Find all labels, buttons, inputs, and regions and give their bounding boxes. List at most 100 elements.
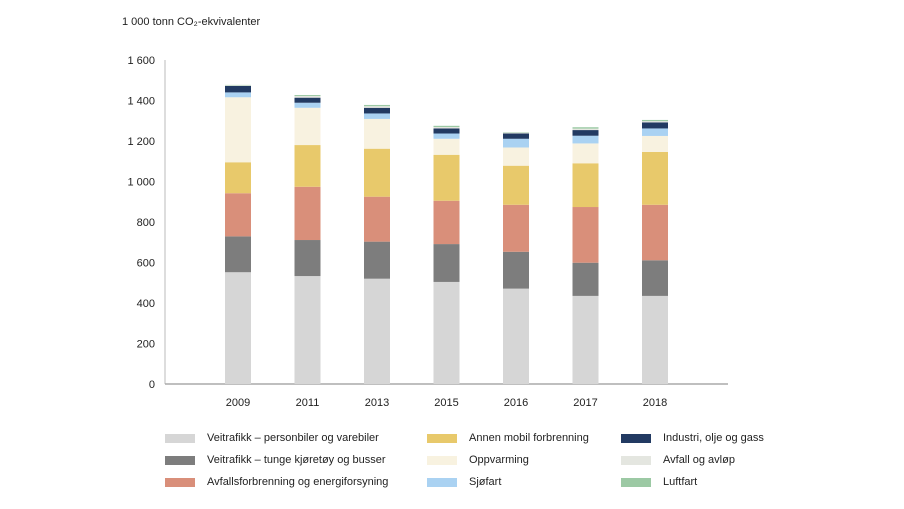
bar-segment bbox=[572, 127, 599, 129]
y-tick-label: 400 bbox=[137, 298, 155, 310]
legend-item: Oppvarming bbox=[427, 454, 529, 466]
bar-segment bbox=[642, 260, 668, 296]
legend-label: Luftfart bbox=[663, 476, 698, 488]
bar-segment bbox=[225, 85, 251, 93]
legend-item: Luftfart bbox=[621, 476, 697, 488]
x-tick-label: 2015 bbox=[434, 397, 458, 409]
legend-swatch bbox=[621, 455, 651, 465]
y-tick-label: 0 bbox=[149, 379, 155, 391]
x-tick-label: 2009 bbox=[226, 397, 250, 409]
bar-segment bbox=[294, 240, 321, 277]
bar-segment bbox=[572, 262, 599, 296]
bar-segment bbox=[642, 135, 668, 152]
legend-item: Annen mobil forbrenning bbox=[427, 432, 589, 444]
bar-segment bbox=[642, 128, 668, 136]
legend-item: Avfall og avløp bbox=[621, 454, 735, 466]
bar-segment bbox=[433, 127, 460, 129]
x-tick-label: 2017 bbox=[573, 397, 597, 409]
bar-segment bbox=[433, 133, 460, 139]
legend-label: Sjøfart bbox=[469, 476, 502, 488]
bar-segment bbox=[364, 118, 390, 149]
legend-item: Veitrafikk – tunge kjøretøy og busser bbox=[165, 454, 386, 466]
bar-segment bbox=[642, 119, 668, 122]
legend-swatch bbox=[427, 455, 457, 465]
bar-segment bbox=[642, 122, 668, 129]
bar-segment bbox=[433, 128, 460, 134]
legend-swatch bbox=[427, 477, 457, 487]
bar-segment bbox=[294, 102, 321, 108]
x-tick-label: 2016 bbox=[504, 397, 528, 409]
bar-segment bbox=[572, 128, 599, 131]
bar-segment bbox=[572, 207, 599, 263]
bar-segment bbox=[225, 236, 251, 273]
bar-segment bbox=[433, 138, 460, 155]
bar-segment bbox=[503, 165, 529, 205]
y-tick-label: 1 600 bbox=[127, 55, 155, 67]
legend-label: Annen mobil forbrenning bbox=[469, 432, 589, 444]
bar-segment bbox=[572, 295, 599, 384]
bar-segment bbox=[503, 132, 529, 134]
legend: Veitrafikk – personbiler og varebiler Vei… bbox=[165, 432, 805, 498]
legend-label: Avfall og avløp bbox=[663, 454, 735, 466]
bar-segment bbox=[294, 107, 321, 146]
bar-segment bbox=[294, 145, 321, 187]
bar-segment bbox=[364, 104, 390, 107]
bar-segment bbox=[364, 113, 390, 119]
bar-segment bbox=[225, 97, 251, 163]
bar-segment bbox=[364, 106, 390, 108]
legend-label: Avfallsforbrenning og energiforsyning bbox=[207, 476, 389, 488]
legend-swatch bbox=[621, 433, 651, 443]
bar-segment bbox=[503, 204, 529, 252]
legend-swatch bbox=[165, 455, 195, 465]
bar-segment bbox=[294, 95, 321, 97]
bar-segment bbox=[642, 121, 668, 123]
bar-segment bbox=[294, 97, 321, 103]
y-tick-label: 1 400 bbox=[127, 96, 155, 108]
legend-item: Avfallsforbrenning og energiforsyning bbox=[165, 476, 388, 488]
bar-segment bbox=[433, 244, 460, 282]
bar-segment bbox=[364, 241, 390, 279]
bar-segment bbox=[225, 193, 251, 237]
bar-segment bbox=[225, 162, 251, 194]
bar-segment bbox=[364, 148, 390, 197]
bar-segment bbox=[225, 272, 251, 384]
bar-segment bbox=[503, 147, 529, 166]
bar-segment bbox=[433, 200, 460, 245]
x-tick-label: 2018 bbox=[643, 397, 667, 409]
legend-item: Industri, olje og gass bbox=[621, 432, 764, 444]
y-tick-label: 1 200 bbox=[127, 136, 155, 148]
y-tick-label: 1 000 bbox=[127, 177, 155, 189]
bar-segment bbox=[433, 281, 460, 384]
y-tick-label: 600 bbox=[137, 258, 155, 270]
legend-item: Sjøfart bbox=[427, 476, 501, 488]
legend-swatch bbox=[165, 433, 195, 443]
bar-segment bbox=[572, 135, 599, 144]
bar-segment bbox=[572, 130, 599, 136]
bar-segment bbox=[364, 107, 390, 114]
bar-segment bbox=[503, 251, 529, 289]
legend-label: Oppvarming bbox=[469, 454, 529, 466]
legend-item: Veitrafikk – personbiler og varebiler bbox=[165, 432, 379, 444]
bar-segment bbox=[364, 196, 390, 242]
bar-segment bbox=[294, 96, 321, 98]
x-tick-label: 2013 bbox=[365, 397, 389, 409]
bar-segment bbox=[225, 92, 251, 98]
bar-segment bbox=[642, 295, 668, 384]
bar-segment bbox=[503, 133, 529, 139]
bar-segment bbox=[433, 154, 460, 201]
y-tick-label: 200 bbox=[137, 339, 155, 351]
legend-label: Veitrafikk – personbiler og varebiler bbox=[207, 432, 379, 444]
y-axis-title: 1 000 tonn CO₂-ekvivalenter bbox=[122, 16, 261, 28]
bar-segment bbox=[433, 125, 460, 128]
bar-segment bbox=[503, 138, 529, 148]
bar-segment bbox=[572, 163, 599, 208]
bar-segment bbox=[572, 143, 599, 164]
legend-label: Veitrafikk – tunge kjøretøy og busser bbox=[207, 454, 386, 466]
bar-segment bbox=[225, 85, 251, 86]
bar-segment bbox=[294, 186, 321, 241]
bar-segment bbox=[364, 278, 390, 384]
legend-swatch bbox=[427, 433, 457, 443]
legend-label: Industri, olje og gass bbox=[663, 432, 764, 444]
